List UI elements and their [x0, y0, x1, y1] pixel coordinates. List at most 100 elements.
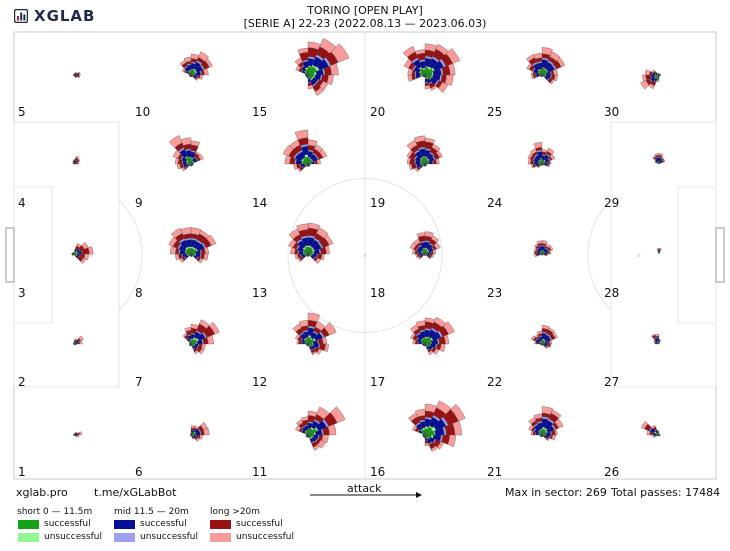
- sector-mid-unsuccessful: [192, 164, 194, 166]
- sector-long-unsuccessful: [431, 253, 435, 258]
- sector-long-unsuccessful: [316, 227, 329, 239]
- pass-rose-zone-30: [640, 69, 661, 90]
- sector-long-unsuccessful: [656, 430, 660, 432]
- sector-long-unsuccessful: [314, 87, 324, 96]
- legend-swatch: [18, 519, 39, 529]
- zone-label: 21: [487, 465, 502, 479]
- zone-label: 14: [252, 196, 267, 210]
- zone-label: 30: [604, 105, 619, 119]
- sector-long-unsuccessful: [640, 421, 649, 430]
- sector-long-unsuccessful: [78, 431, 83, 436]
- sector-long-unsuccessful: [431, 235, 440, 243]
- sector-long-unsuccessful: [316, 348, 323, 355]
- legend-short-success: successful: [18, 519, 91, 529]
- sector-long-unsuccessful: [433, 348, 440, 355]
- sector-long-unsuccessful: [551, 434, 556, 441]
- site-link[interactable]: xglab.pro: [16, 486, 68, 499]
- zone-label: 13: [252, 286, 267, 300]
- sector-long-unsuccessful: [78, 74, 81, 78]
- sector-long-unsuccessful: [549, 79, 555, 85]
- sector-long-unsuccessful: [652, 434, 655, 438]
- sector-long-unsuccessful: [415, 320, 426, 328]
- sector-long-unsuccessful: [662, 159, 666, 163]
- legend-mid-success: successful: [114, 519, 187, 529]
- pass-rose-zone-2: [72, 335, 84, 346]
- sector-long-unsuccessful: [436, 441, 445, 450]
- sector-long-unsuccessful: [429, 256, 432, 260]
- sector-long-unsuccessful: [321, 434, 329, 444]
- sector-long-unsuccessful: [428, 350, 434, 356]
- sector-long-unsuccessful: [87, 246, 94, 255]
- pass-rose-zone-23: [533, 240, 554, 258]
- sector-long-unsuccessful: [443, 334, 450, 345]
- zone-label: 5: [18, 105, 26, 119]
- pass-rose-zone-18: [409, 231, 441, 260]
- right-goal-area: [677, 186, 717, 324]
- sector-long-unsuccessful: [439, 343, 446, 352]
- sector-long-unsuccessful: [78, 335, 84, 342]
- sector-long-unsuccessful: [170, 227, 183, 239]
- left-goal: [5, 227, 15, 283]
- sector-long-unsuccessful: [549, 51, 561, 62]
- sector-long-unsuccessful: [204, 58, 213, 68]
- sector-long-unsuccessful: [192, 437, 195, 440]
- sector-mid-unsuccessful: [189, 76, 191, 78]
- sector-long-unsuccessful: [554, 428, 558, 436]
- sector-long-unsuccessful: [324, 245, 330, 255]
- sector-long-unsuccessful: [195, 437, 200, 442]
- telegram-link[interactable]: t.me/xGLabBot: [94, 486, 177, 499]
- sector-long-unsuccessful: [545, 345, 549, 349]
- zone-label: 19: [370, 196, 385, 210]
- sector-long-unsuccessful: [450, 403, 466, 422]
- pass-rose-zone-20: [402, 43, 461, 93]
- sector-long-unsuccessful: [314, 144, 324, 153]
- sector-long-unsuccessful: [546, 437, 550, 442]
- legend-long-success: successful: [210, 519, 283, 529]
- sector-long-unsuccessful: [316, 158, 321, 165]
- pass-rose-zone-25: [526, 47, 566, 85]
- sector-long-unsuccessful: [201, 343, 206, 350]
- sector-long-unsuccessful: [298, 320, 309, 328]
- sector-long-unsuccessful: [199, 74, 203, 80]
- chart-subtitle: [SERIE A] 22-23 (2022.08.13 — 2023.06.03…: [243, 17, 487, 30]
- sector-long-unsuccessful: [554, 418, 564, 429]
- zone-label: 11: [252, 465, 267, 479]
- sector-long-unsuccessful: [656, 248, 660, 251]
- left-penalty-box: [13, 121, 120, 388]
- sector-long-unsuccessful: [541, 324, 550, 330]
- sector-long-unsuccessful: [190, 227, 202, 236]
- sector-long-unsuccessful: [414, 135, 426, 143]
- sector-long-unsuccessful: [541, 406, 554, 415]
- zone-label: 29: [604, 196, 619, 210]
- sector-long-unsuccessful: [206, 234, 217, 246]
- left-penalty-spot: [89, 253, 93, 258]
- zone-label: 4: [18, 196, 26, 210]
- right-penalty-spot: [637, 253, 641, 258]
- attack-arrow-icon: [310, 492, 422, 498]
- sector-long-unsuccessful: [195, 77, 199, 81]
- zone-label: 6: [135, 465, 143, 479]
- sector-mid-unsuccessful: [188, 344, 190, 346]
- sector-long-unsuccessful: [315, 257, 321, 264]
- legend-mid-title: mid 11.5 — 20m: [114, 507, 189, 517]
- sector-long-unsuccessful: [549, 160, 552, 165]
- sector-long-unsuccessful: [203, 68, 209, 76]
- sector-long-unsuccessful: [433, 242, 441, 250]
- sector-long-unsuccessful: [655, 334, 660, 337]
- sector-long-unsuccessful: [644, 69, 651, 76]
- sector-long-unsuccessful: [402, 46, 416, 58]
- sector-long-unsuccessful: [547, 327, 555, 334]
- center-circle: [287, 178, 443, 333]
- pass-rose-zone-24: [527, 142, 556, 169]
- sector-long-unsuccessful: [415, 49, 426, 55]
- sector-long-unsuccessful: [329, 63, 339, 76]
- sector-long-unsuccessful: [190, 140, 201, 147]
- sector-long-unsuccessful: [78, 72, 81, 76]
- sector-long-unsuccessful: [533, 413, 543, 420]
- pass-rose-zone-27: [651, 333, 661, 345]
- sector-long-unsuccessful: [320, 253, 325, 261]
- pass-rose-zone-6: [189, 422, 210, 442]
- sector-long-unsuccessful: [307, 222, 321, 231]
- legend-long-fail: unsuccessful: [210, 532, 294, 542]
